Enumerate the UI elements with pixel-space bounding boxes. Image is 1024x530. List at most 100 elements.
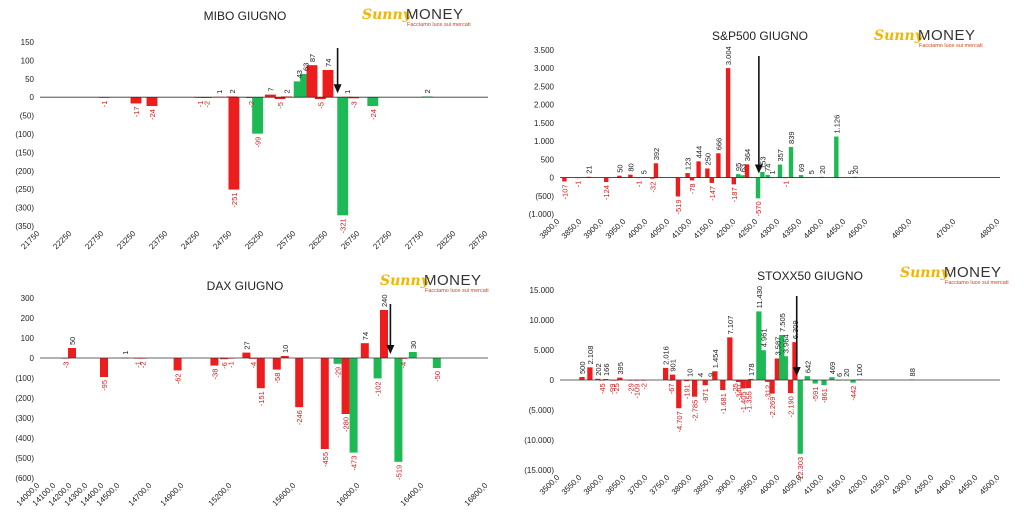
x-tick-label: 25750: [275, 229, 297, 251]
bar: [740, 380, 746, 389]
x-tick-label: 4500,0: [846, 217, 870, 241]
bar: [348, 97, 360, 99]
data-label: -1: [634, 181, 643, 188]
y-tick-label: (50): [20, 112, 35, 121]
bar: [670, 374, 676, 380]
x-tick-label: 3500,0: [538, 473, 562, 497]
bar: [740, 175, 745, 178]
data-label: -62: [174, 373, 183, 384]
chart-dax: DAX GIUGNO Sunny MONEY Facciamo luce sui…: [0, 268, 500, 530]
bar: [716, 153, 721, 178]
y-tick-label: 0: [550, 376, 555, 385]
bar: [617, 377, 623, 380]
data-label: 2: [282, 89, 291, 93]
bar: [798, 175, 804, 178]
y-tick-label: 3.500: [534, 46, 555, 55]
y-tick-label: 0: [30, 93, 35, 102]
data-label: -251: [230, 193, 239, 208]
data-label: -12.303: [796, 457, 805, 482]
data-label: -1: [196, 101, 205, 108]
x-tick-label: 16800,0: [463, 481, 490, 508]
data-label: -570: [754, 201, 763, 216]
bar: [130, 97, 142, 104]
data-label: -95: [100, 380, 109, 391]
bar: [653, 163, 659, 178]
y-tick-label: (350): [15, 222, 34, 231]
data-label: 27: [242, 341, 251, 349]
data-label: 357: [776, 149, 785, 162]
arrow-head: [333, 84, 342, 94]
data-label: -67: [667, 383, 676, 394]
data-label: 2: [423, 89, 432, 93]
bar: [684, 380, 690, 382]
y-tick-label: 500: [541, 155, 555, 164]
x-tick-label: 4200,0: [846, 473, 870, 497]
bar: [745, 380, 751, 389]
data-label: -124: [602, 185, 611, 200]
x-tick-label: 4350,0: [780, 217, 804, 241]
arrow-head: [386, 345, 395, 354]
data-label: 63: [739, 164, 748, 172]
data-label: 2: [228, 89, 237, 93]
bar: [709, 177, 714, 183]
data-label: -2.785: [691, 400, 700, 421]
data-label: -151: [257, 391, 266, 406]
bar: [408, 352, 417, 358]
x-tick-label: 4600,0: [890, 217, 914, 241]
bar: [731, 177, 736, 185]
bar: [736, 174, 741, 178]
x-tick-label: 3600,0: [582, 473, 606, 497]
data-label: 5: [640, 170, 649, 174]
chart-mibo: MIBO GIUGNO Sunny MONEY Facciamo luce su…: [0, 0, 500, 262]
chart-sp500-title: S&P500 GIUGNO: [712, 29, 808, 43]
data-label: -473: [350, 456, 359, 471]
chart-sp500-svg: S&P500 GIUGNO Sunny MONEY Facciamo luce …: [529, 27, 1002, 241]
data-label: 642: [803, 361, 812, 374]
data-label: -38: [210, 369, 219, 380]
bar: [367, 97, 379, 107]
data-label: 20: [842, 369, 851, 377]
bar: [264, 94, 276, 98]
data-label: 500: [578, 361, 587, 374]
bar: [280, 356, 289, 358]
data-label: -5: [276, 102, 285, 109]
x-tick-label: 28750: [467, 229, 489, 251]
y-tick-label: (400): [15, 434, 34, 443]
bar: [173, 358, 182, 371]
data-label: -442: [849, 386, 858, 401]
bar: [712, 371, 718, 380]
y-tick-label: 100: [21, 56, 35, 65]
data-label: 50: [68, 337, 77, 345]
data-label: -1: [226, 361, 235, 368]
bar: [689, 177, 695, 181]
bar: [68, 348, 76, 358]
x-tick-label: 23750: [147, 229, 169, 251]
logo-tagline: Facciamo luce sui mercati: [919, 43, 983, 49]
bar: [220, 358, 228, 360]
x-tick-label: 4400,0: [802, 217, 826, 241]
y-tick-label: 200: [21, 314, 35, 323]
x-tick-label: 23250: [115, 229, 137, 251]
bar: [788, 146, 794, 178]
chart-mibo-plot: 150 100 50 0 (50) (100) (150) (200) (250) (300) (3…: [15, 38, 489, 251]
x-tick-label: 3950,0: [604, 217, 628, 241]
data-label: 250: [703, 153, 712, 166]
data-label: 392: [652, 148, 661, 161]
chart-mibo-title: MIBO GIUGNO: [204, 9, 287, 23]
data-label: -29: [626, 383, 635, 394]
bar: [748, 378, 754, 380]
chart-dax-svg: DAX GIUGNO Sunny MONEY Facciamo luce sui…: [15, 272, 490, 508]
data-label: 166: [602, 363, 611, 376]
y-tick-label: 0: [550, 174, 555, 183]
x-tick-label: 22750: [83, 229, 105, 251]
bar: [314, 97, 326, 100]
x-tick-label: 28250: [435, 229, 457, 251]
data-label: 95: [734, 163, 743, 171]
data-label: 69: [797, 164, 806, 172]
y-tick-label: (15.000): [524, 466, 554, 475]
data-label: 20: [818, 165, 827, 173]
bar: [320, 358, 329, 449]
data-label: -4: [399, 362, 408, 369]
data-label: -4: [249, 362, 258, 369]
x-tick-label: 3800,0: [670, 473, 694, 497]
